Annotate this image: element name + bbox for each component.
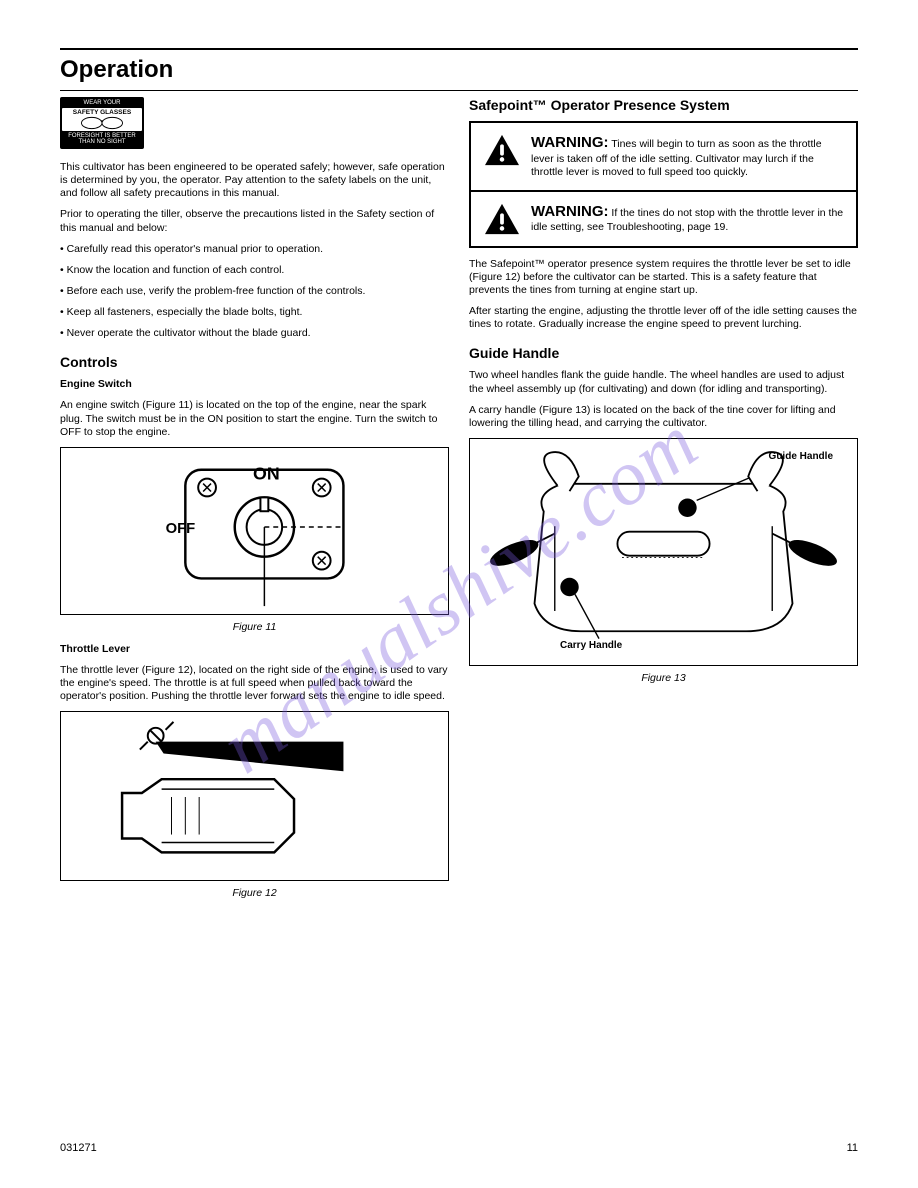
figure-13-svg xyxy=(470,439,857,665)
engine-switch-title: Engine Switch xyxy=(60,378,132,390)
badge-line4: THAN NO SIGHT xyxy=(62,139,142,145)
intro-b1: • Carefully read this operator's manual … xyxy=(60,243,449,256)
safepoint-heading: Safepoint™ Operator Presence System xyxy=(469,97,858,113)
footer-left: 031271 xyxy=(60,1142,97,1154)
engine-switch-text: An engine switch (Figure 11) is located … xyxy=(60,399,449,438)
warning-icon xyxy=(483,202,521,236)
top-rule-thin xyxy=(60,90,858,91)
warning-1-text: WARNING: Tines will begin to turn as soo… xyxy=(531,133,844,180)
warning-1: WARNING: Tines will begin to turn as soo… xyxy=(471,123,856,192)
safety-glasses-badge: WEAR YOUR SAFETY GLASSES FORESIGHT IS BE… xyxy=(60,97,144,149)
warning-icon xyxy=(483,133,521,167)
figure-11-caption: Figure 11 xyxy=(60,621,449,633)
controls-heading: Controls xyxy=(60,354,449,370)
intro-b2: • Know the location and function of each… xyxy=(60,264,449,277)
figure-12-caption: Figure 12 xyxy=(60,887,449,899)
figure-11: ON OFF xyxy=(60,447,449,615)
figure-12-svg xyxy=(61,712,448,880)
intro-b4: • Keep all fasteners, especially the bla… xyxy=(60,306,449,319)
safepoint-p2: After starting the engine, adjusting the… xyxy=(469,305,858,331)
figure-12 xyxy=(60,711,449,881)
throttle-text: The throttle lever (Figure 12), located … xyxy=(60,664,449,703)
svg-text:OFF: OFF xyxy=(166,521,196,537)
page-footer: 031271 11 xyxy=(60,1142,858,1154)
figure-11-svg: ON OFF xyxy=(61,448,448,614)
warning-1-head: WARNING: xyxy=(531,134,609,151)
intro-b3: • Before each use, verify the problem-fr… xyxy=(60,285,449,298)
figure-13-caption: Figure 13 xyxy=(469,672,858,684)
fig13-label-guide: Guide Handle xyxy=(769,451,833,462)
guide-handle-p2: A carry handle (Figure 13) is located on… xyxy=(469,404,858,430)
svg-text:ON: ON xyxy=(253,463,280,483)
footer-right: 11 xyxy=(847,1142,858,1154)
warning-box: WARNING: Tines will begin to turn as soo… xyxy=(469,121,858,248)
throttle-title: Throttle Lever xyxy=(60,643,130,655)
guide-handle-heading: Guide Handle xyxy=(469,345,858,361)
figure-13: Guide Handle Carry Handle xyxy=(469,438,858,666)
badge-glasses-box: SAFETY GLASSES xyxy=(62,108,142,131)
fig13-label-carry: Carry Handle xyxy=(560,640,622,651)
warning-2-text: WARNING: If the tines do not stop with t… xyxy=(531,202,844,235)
safepoint-p1: The Safepoint™ operator presence system … xyxy=(469,258,858,297)
intro-b5: • Never operate the cultivator without t… xyxy=(60,327,449,340)
intro-p2: Prior to operating the tiller, observe t… xyxy=(60,208,449,234)
badge-line1: WEAR YOUR xyxy=(62,100,142,106)
warning-2: WARNING: If the tines do not stop with t… xyxy=(471,192,856,246)
safety-glasses-icon xyxy=(78,116,126,130)
page-title: Operation xyxy=(60,56,858,84)
top-rule-thick xyxy=(60,48,858,50)
warning-2-head: WARNING: xyxy=(531,203,609,220)
intro-p1: This cultivator has been engineered to b… xyxy=(60,161,449,200)
guide-handle-p1: Two wheel handles flank the guide handle… xyxy=(469,369,858,395)
badge-line2: SAFETY GLASSES xyxy=(73,109,131,116)
